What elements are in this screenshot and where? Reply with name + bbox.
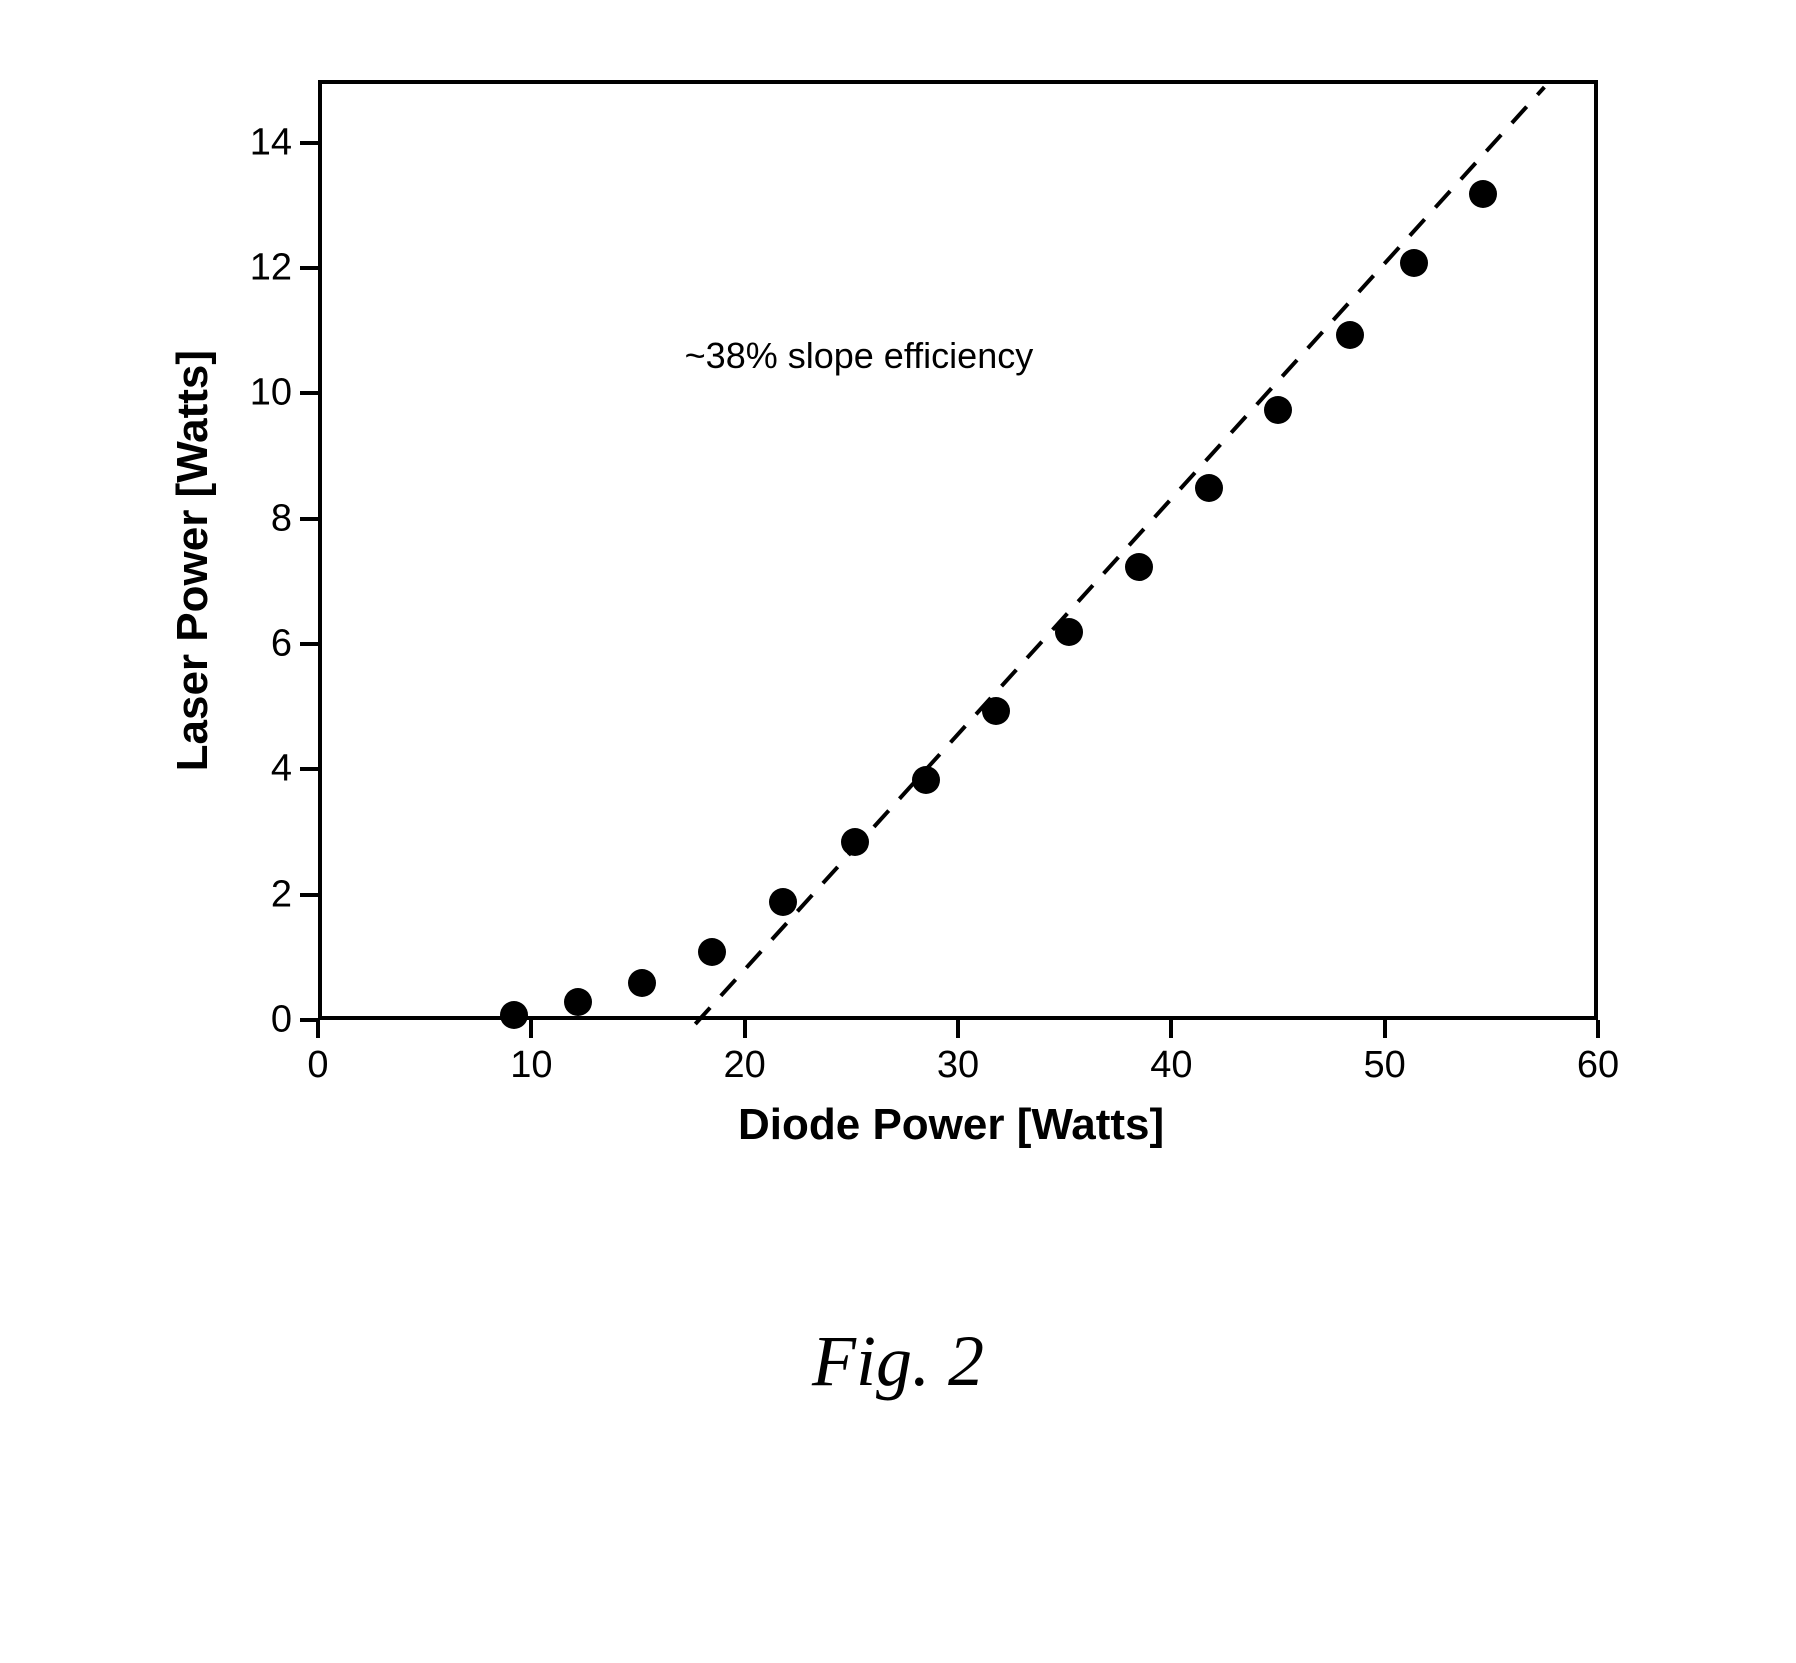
y-tick-label: 8: [271, 497, 292, 540]
data-point: [841, 828, 869, 856]
fit-line: [322, 84, 1602, 1024]
y-tick-label: 14: [250, 121, 292, 164]
y-tick-mark: [300, 893, 318, 897]
data-point: [1400, 249, 1428, 277]
data-point: [698, 938, 726, 966]
x-axis-label: Diode Power [Watts]: [738, 1100, 1164, 1150]
data-point: [982, 697, 1010, 725]
x-tick-mark: [1383, 1020, 1387, 1038]
y-tick-mark: [300, 767, 318, 771]
data-point: [1336, 321, 1364, 349]
x-tick-mark: [743, 1020, 747, 1038]
y-tick-mark: [300, 266, 318, 270]
x-tick-label: 60: [1577, 1044, 1619, 1087]
data-point: [500, 1001, 528, 1029]
y-tick-mark: [300, 517, 318, 521]
plot-area: ~38% slope efficiency: [318, 80, 1598, 1020]
data-point: [1125, 553, 1153, 581]
y-tick-label: 10: [250, 372, 292, 415]
x-tick-mark: [1169, 1020, 1173, 1038]
y-tick-label: 12: [250, 247, 292, 290]
x-tick-label: 50: [1364, 1044, 1406, 1087]
y-tick-label: 0: [271, 999, 292, 1042]
y-tick-mark: [300, 141, 318, 145]
x-tick-label: 30: [937, 1044, 979, 1087]
figure-caption: Fig. 2: [812, 1320, 984, 1403]
data-point: [1469, 180, 1497, 208]
x-tick-label: 0: [307, 1044, 328, 1087]
y-tick-label: 6: [271, 623, 292, 666]
y-tick-mark: [300, 1018, 318, 1022]
data-point: [1195, 474, 1223, 502]
x-tick-mark: [316, 1020, 320, 1038]
chart-container: ~38% slope efficiency Laser Power [Watts…: [148, 40, 1648, 1240]
x-tick-label: 40: [1150, 1044, 1192, 1087]
data-point: [628, 969, 656, 997]
data-point: [769, 888, 797, 916]
x-tick-label: 20: [724, 1044, 766, 1087]
data-point: [1264, 396, 1292, 424]
y-tick-label: 2: [271, 873, 292, 916]
y-tick-mark: [300, 391, 318, 395]
x-tick-mark: [956, 1020, 960, 1038]
x-tick-mark: [529, 1020, 533, 1038]
annotation-text: ~38% slope efficiency: [685, 335, 1034, 377]
x-tick-mark: [1596, 1020, 1600, 1038]
y-axis-label: Laser Power [Watts]: [168, 350, 218, 771]
data-point: [564, 988, 592, 1016]
y-tick-mark: [300, 642, 318, 646]
data-point: [1055, 618, 1083, 646]
data-point: [912, 766, 940, 794]
y-tick-label: 4: [271, 748, 292, 791]
x-tick-label: 10: [510, 1044, 552, 1087]
